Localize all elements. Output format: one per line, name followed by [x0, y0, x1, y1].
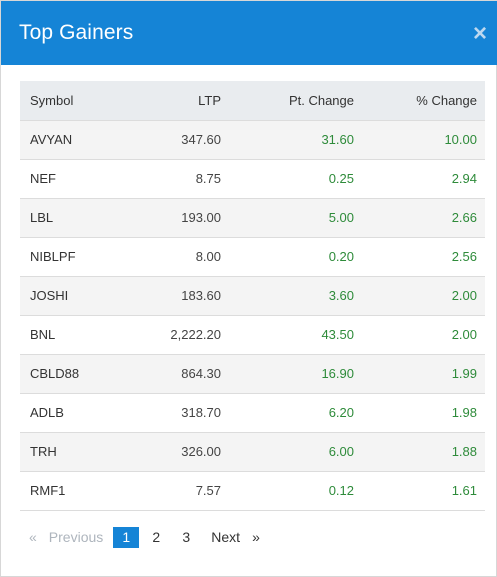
column-header-symbol[interactable]: Symbol — [30, 92, 74, 108]
cell-pt-change: 31.60 — [321, 132, 354, 147]
double-chevron-left-icon: « — [29, 529, 37, 545]
column-header-pt-change[interactable]: Pt. Change — [288, 92, 354, 108]
table-row[interactable]: NIBLPF 8.00 0.20 2.56 — [20, 237, 485, 276]
column-header-pct-change[interactable]: % Change — [416, 92, 477, 108]
table-row[interactable]: RMF1 7.57 0.12 1.61 — [20, 471, 485, 510]
cell-pt-change: 0.12 — [328, 483, 354, 498]
modal-title: Top Gainers — [19, 21, 134, 44]
cell-symbol: NIBLPF — [30, 249, 76, 264]
cell-ltp: 193.00 — [181, 210, 221, 225]
cell-symbol: AVYAN — [30, 132, 73, 147]
cell-symbol: LBL — [30, 210, 54, 225]
close-icon[interactable]: × — [472, 20, 487, 47]
cell-pt-change: 3.60 — [328, 288, 354, 303]
cell-pct-change: 10.00 — [444, 132, 477, 147]
cell-symbol: NEF — [30, 171, 56, 186]
cell-symbol: JOSHI — [30, 288, 69, 303]
cell-ltp: 183.60 — [181, 288, 221, 303]
previous-page-button[interactable]: « Previous — [29, 529, 103, 545]
cell-pct-change: 1.88 — [451, 444, 477, 459]
next-label: Next — [211, 529, 241, 545]
next-page-button[interactable]: Next » — [211, 529, 260, 545]
cell-pt-change: 0.25 — [328, 171, 354, 186]
cell-ltp: 864.30 — [181, 366, 221, 381]
cell-pt-change: 0.20 — [328, 249, 354, 264]
cell-pt-change: 43.50 — [321, 327, 354, 342]
page-button-2[interactable]: 2 — [152, 528, 161, 545]
table-row[interactable]: TRH 326.00 6.00 1.88 — [20, 432, 485, 471]
cell-ltp: 8.00 — [195, 249, 221, 264]
table-row[interactable]: NEF 8.75 0.25 2.94 — [20, 159, 485, 198]
cell-pct-change: 2.00 — [451, 327, 477, 342]
double-chevron-right-icon: » — [252, 529, 260, 545]
cell-ltp: 347.60 — [181, 132, 221, 147]
table-row[interactable]: ADLB 318.70 6.20 1.98 — [20, 393, 485, 432]
table-row[interactable]: AVYAN 347.60 31.60 10.00 — [20, 120, 485, 159]
modal-header: Top Gainers × — [1, 1, 497, 65]
cell-pct-change: 1.61 — [451, 483, 477, 498]
cell-symbol: RMF1 — [30, 483, 66, 498]
cell-ltp: 2,222.20 — [170, 327, 221, 342]
cell-pt-change: 6.20 — [328, 405, 354, 420]
cell-pct-change: 2.94 — [451, 171, 477, 186]
cell-ltp: 326.00 — [181, 444, 221, 459]
cell-pct-change: 2.00 — [451, 288, 477, 303]
gainers-table-container: Symbol LTP Pt. Change % Change AVYAN 347.… — [20, 81, 485, 511]
cell-pct-change: 2.56 — [451, 249, 477, 264]
column-header-ltp[interactable]: LTP — [198, 92, 221, 108]
cell-symbol: BNL — [30, 327, 56, 342]
page-button-1[interactable]: 1 — [113, 526, 140, 548]
cell-pt-change: 6.00 — [328, 444, 354, 459]
cell-pct-change: 1.99 — [451, 366, 477, 381]
cell-pct-change: 2.66 — [451, 210, 477, 225]
table-row[interactable]: LBL 193.00 5.00 2.66 — [20, 198, 485, 237]
cell-symbol: ADLB — [30, 405, 64, 420]
cell-pt-change: 5.00 — [328, 210, 354, 225]
cell-ltp: 8.75 — [195, 171, 221, 186]
cell-pt-change: 16.90 — [321, 366, 354, 381]
page-button-3[interactable]: 3 — [182, 528, 191, 545]
table-header-row: Symbol LTP Pt. Change % Change — [20, 81, 485, 120]
cell-ltp: 7.57 — [195, 483, 221, 498]
table-row[interactable]: BNL 2,222.20 43.50 2.00 — [20, 315, 485, 354]
cell-ltp: 318.70 — [181, 405, 221, 420]
table-row[interactable]: JOSHI 183.60 3.60 2.00 — [20, 276, 485, 315]
table-row[interactable]: CBLD88 864.30 16.90 1.99 — [20, 354, 485, 393]
cell-symbol: CBLD88 — [30, 366, 80, 381]
cell-pct-change: 1.98 — [451, 405, 477, 420]
previous-label: Previous — [48, 529, 104, 545]
cell-symbol: TRH — [30, 444, 57, 459]
gainers-table: Symbol LTP Pt. Change % Change AVYAN 347.… — [20, 81, 485, 511]
